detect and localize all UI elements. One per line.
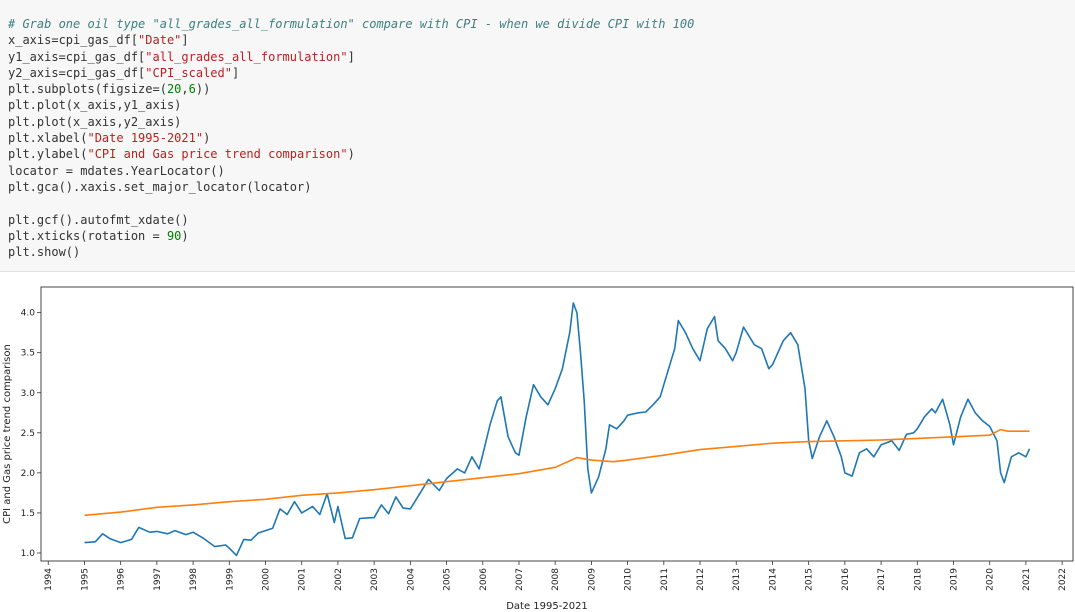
code-token: ) [181,228,189,243]
x-tick-label: 1999 [225,568,235,591]
x-tick-label: 2002 [334,568,344,591]
code-token: )) [195,82,211,97]
code-token: "CPI_scaled" [145,65,232,80]
code-token: # Grab one oil type "all_grades_all_form… [8,17,695,31]
code-line: locator = mdates.YearLocator() [8,163,694,179]
x-tick-label: 2011 [660,568,670,591]
code-line: # Grab one oil type "all_grades_all_form… [8,16,694,32]
code-line: plt.xlabel("Date 1995-2021") [8,130,694,146]
x-tick-label: 2017 [877,568,887,591]
code-line: y1_axis=cpi_gas_df["all_grades_all_formu… [8,49,694,65]
code-line: plt.gcf().autofmt_xdate() [8,212,694,228]
x-tick-label: 2020 [986,568,996,591]
y-tick-label: 2.0 [21,469,36,479]
x-tick-label: 2008 [551,568,561,591]
x-tick-label: 2013 [732,568,742,591]
code-token: plt.ylabel( [8,147,88,162]
code-token: "CPI and Gas price trend comparison" [87,147,348,162]
code-token: y1_axis=cpi_gas_df[ [8,49,146,64]
y-tick-label: 3.5 [21,349,35,359]
x-tick-label: 2014 [768,568,778,591]
code-token: "Date" [138,33,182,48]
code-token: y2_axis=cpi_gas_df[ [8,65,146,80]
code-token: ) [203,131,211,146]
code-token: "Date 1995-2021" [87,131,204,146]
code-token: plt.subplots(figsize=( [8,82,167,97]
code-token: plt.plot(x_axis,y2_axis) [8,114,182,129]
x-tick-label: 2000 [262,568,272,591]
code-token: plt.xlabel( [8,131,88,146]
code-token: ] [347,49,355,64]
code-token: 6 [188,82,196,97]
code-token: ] [231,65,240,80]
y-axis-label: CPI and Gas price trend comparison [2,344,13,524]
code-token: ) [347,147,355,162]
x-tick-label: 2001 [298,568,308,591]
code-line: plt.ylabel("CPI and Gas price trend comp… [8,146,694,162]
y-tick-label: 3.0 [21,389,36,399]
x-tick-label: 1994 [44,568,54,591]
x-tick-label: 2004 [406,568,416,591]
code-token: x_axis=cpi_gas_df[ [8,33,139,48]
x-axis-label: Date 1995-2021 [506,601,588,612]
code-line [8,195,694,211]
x-tick-label: 2012 [696,568,706,591]
x-tick-label: 2006 [479,568,489,591]
gas-price-line [84,302,1031,557]
plot-frame [40,286,1074,562]
code-cell[interactable]: # Grab one oil type "all_grades_all_form… [0,0,1075,272]
output-area: 1994 1995 1996 1997 1998 1999 2000 2001 2002 2003… [0,278,1075,612]
code-line: plt.xticks(rotation = 90) [8,228,694,244]
x-tick-label: 2003 [370,568,380,591]
code-line: plt.gca().xaxis.set_major_locator(locato… [8,179,694,195]
code-line: y2_axis=cpi_gas_df["CPI_scaled"] [8,65,694,81]
x-tick-label: 1998 [189,568,199,591]
code-editor[interactable]: # Grab one oil type "all_grades_all_form… [8,16,694,260]
code-line: plt.plot(x_axis,y1_axis) [8,97,694,113]
x-tick-label: 2010 [624,568,634,591]
code-token: plt.xticks(rotation = [8,228,167,243]
x-tick-label: 2005 [443,568,453,591]
code-token: plt.show() [8,245,81,260]
y-tick-label: 2.5 [21,429,35,439]
x-tick-label: 1997 [153,568,163,591]
x-tick-label: 2019 [950,568,960,591]
code-line: plt.plot(x_axis,y2_axis) [8,114,694,130]
y-tick-label: 4.0 [21,309,36,319]
code-token: plt.plot(x_axis,y1_axis) [8,98,182,113]
x-tick-label: 2016 [841,568,851,591]
code-token: "all_grades_all_formulation" [145,49,348,64]
line-chart: 1994 1995 1996 1997 1998 1999 2000 2001 2002 2003… [2,286,1074,612]
x-tick-label: 2009 [587,568,597,591]
x-tick-label: 2015 [805,568,815,591]
code-line: plt.subplots(figsize=(20,6)) [8,81,694,97]
code-line: x_axis=cpi_gas_df["Date"] [8,32,694,48]
code-token: 20 [166,82,182,97]
y-tick-label: 1.0 [21,549,36,559]
code-token: , [181,82,189,97]
code-token: 90 [166,228,182,243]
y-tick-label: 1.5 [21,509,35,519]
code-token: plt.gca().xaxis.set_major_locator(locato… [8,179,312,194]
code-token: plt.gcf().autofmt_xdate() [8,212,189,227]
code-token: locator = mdates.YearLocator() [8,163,225,178]
x-tick-label: 1996 [117,568,127,591]
code-token: ] [181,33,189,48]
x-tick-label: 2021 [1022,568,1032,591]
x-tick-label: 2018 [913,568,923,591]
x-tick-label: 2007 [515,568,525,591]
cpi-scaled-line [84,428,1030,517]
code-line: plt.show() [8,244,694,260]
x-tick-label: 2022 [1058,568,1068,591]
x-tick-label: 1995 [80,568,90,591]
